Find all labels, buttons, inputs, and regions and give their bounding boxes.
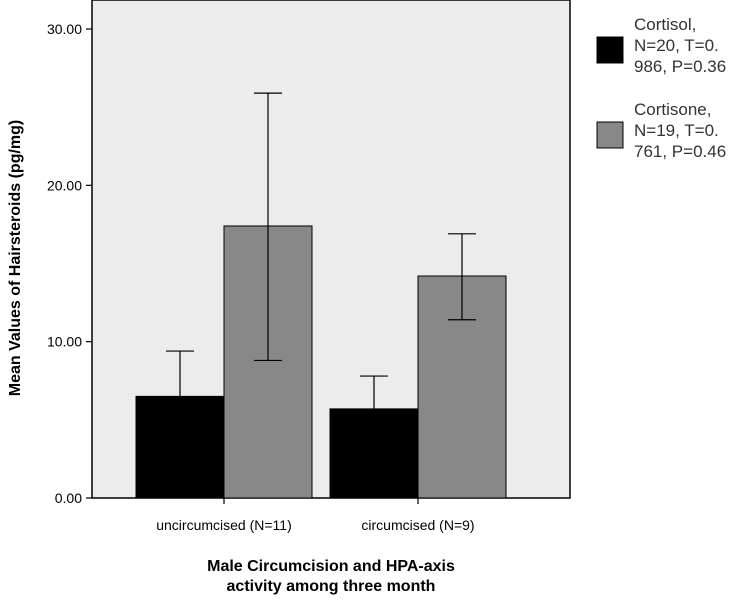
x-tick-label-1: circumcised (N=9) [361,517,474,533]
y-tick-label-0: 0.00 [55,490,82,506]
y-tick-label-3: 30.00 [47,21,82,37]
legend: Cortisol, N=20, T=0. 986, P=0.36 Cortisone,… [596,15,726,161]
x-axis-title-line-2: activity among three month [227,578,436,595]
x-axis: uncircumcised (N=11) circumcised (N=9) [156,498,475,533]
legend-swatch-cortisone [596,121,624,149]
legend-label-cortisone-line-1: Cortisone, [634,100,711,119]
y-tick-label-1: 10.00 [47,334,82,350]
error-bars-layer [166,92,476,446]
legend-label-cortisone-line-3: 761, P=0.46 [634,142,726,161]
legend-label-cortisone-line-2: N=19, T=0. [634,121,719,140]
y-tick-label-2: 20.00 [47,177,82,193]
x-axis-title-line-1: Male Circumcision and HPA-axis [207,558,455,575]
legend-swatch-cortisol [596,36,624,64]
legend-label-cortisol-line-3: 986, P=0.36 [634,57,726,76]
legend-label-cortisol-line-2: N=20, T=0. [634,36,719,55]
x-tick-label-0: uncircumcised (N=11) [156,517,292,533]
y-axis-title: Mean Values of Hairsteroids (pg/mg) [7,120,24,397]
legend-label-cortisol-line-1: Cortisol, [634,15,696,34]
y-axis: 0.00 10.00 20.00 30.00 [47,21,92,506]
